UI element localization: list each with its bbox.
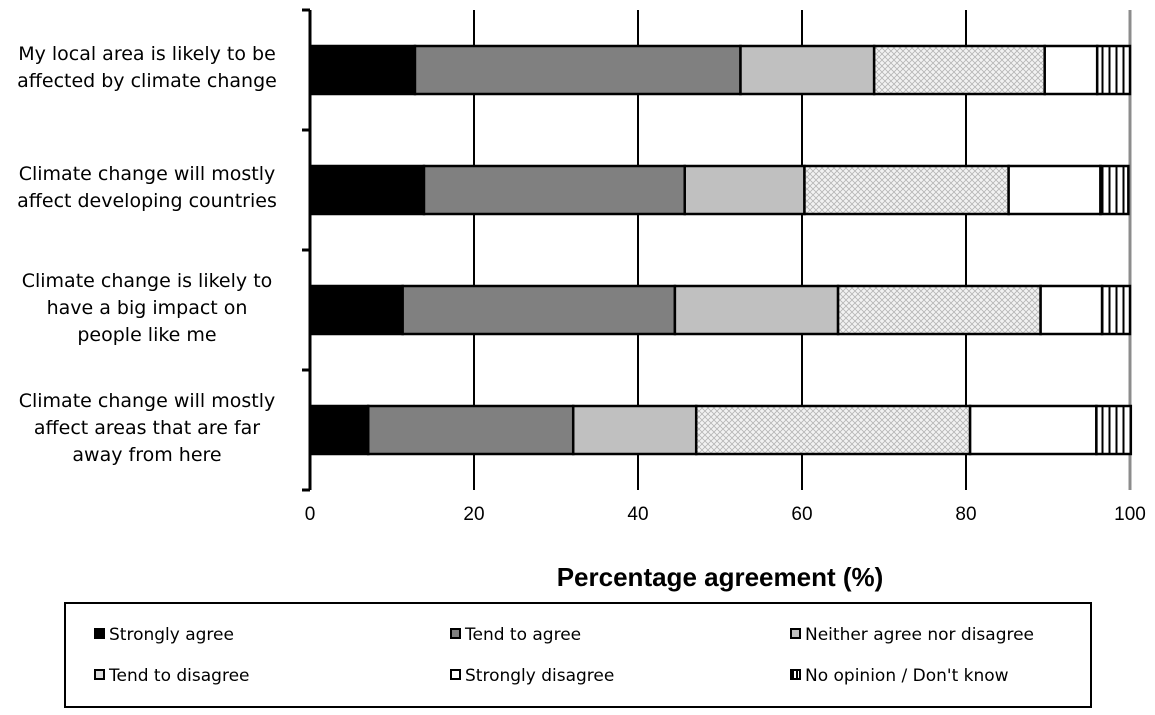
x-tick-label: 60 — [791, 504, 812, 525]
legend-item: Tend to agree — [450, 625, 581, 645]
legend-item: Tend to disagree — [94, 666, 250, 686]
bar-segment — [401, 284, 677, 336]
legend-item: Strongly agree — [94, 625, 234, 645]
legend-label: No opinion / Don't know — [805, 666, 1009, 686]
bar-segment — [308, 284, 404, 336]
bar-segment — [1099, 164, 1130, 216]
bar-segment — [872, 44, 1046, 96]
legend-swatch — [450, 627, 461, 639]
bar-segment — [366, 404, 575, 456]
x-tick-label: 40 — [627, 504, 648, 525]
bar-segment — [673, 284, 840, 336]
bar-segment — [739, 44, 876, 96]
bar-segment — [308, 164, 426, 216]
x-axis-label: Percentage agreement (%) — [557, 562, 884, 592]
bar-segment — [968, 404, 1098, 456]
bar-segment — [694, 404, 972, 456]
bar-segment — [683, 164, 806, 216]
x-tick-label: 80 — [955, 504, 976, 525]
category-label: My local area is likely to be affected b… — [17, 43, 277, 92]
bar-segment — [1095, 44, 1132, 96]
bar-segment — [571, 404, 698, 456]
legend-label: Tend to agree — [465, 625, 582, 645]
stacked-bar-chart: 0 20 40 60 80 100 Percentage agreement (%) — [302, 8, 1146, 592]
bar-segment — [308, 404, 370, 456]
bar-segment — [1043, 44, 1099, 96]
x-tick-label: 100 — [1114, 504, 1146, 525]
bar-segment — [1039, 284, 1104, 336]
legend-swatch — [790, 668, 801, 680]
legend-label: Tend to disagree — [109, 666, 250, 686]
bar-segment — [1007, 164, 1102, 216]
legend-swatch — [790, 627, 801, 639]
legend-item: No opinion / Don't know — [790, 666, 1009, 686]
bar-segment — [803, 164, 1010, 216]
legend-item: Neither agree nor disagree — [790, 625, 1034, 645]
legend: Strongly agree Tend to agree Neither agree… — [64, 602, 1092, 708]
bar-segment — [413, 44, 742, 96]
x-tick-label: 0 — [305, 504, 316, 525]
axes — [302, 8, 312, 492]
legend-item: Strongly disagree — [450, 666, 614, 686]
bar-segment — [1100, 284, 1132, 336]
legend-swatch — [94, 627, 105, 639]
bar-segment — [1095, 404, 1133, 456]
tick-labels: 0 20 40 60 80 100 — [305, 504, 1146, 525]
bar-segment — [836, 284, 1042, 336]
bar-segment — [422, 164, 686, 216]
bar-segment — [308, 44, 417, 96]
legend-label: Neither agree nor disagree — [805, 625, 1035, 645]
category-label: Climate change will mostly affect areas … — [18, 389, 276, 466]
legend-swatch — [450, 668, 461, 680]
legend-label: Strongly disagree — [465, 666, 615, 686]
category-label: Climate change is likely to have a big i… — [21, 269, 273, 346]
legend-label: Strongly agree — [109, 625, 234, 645]
x-tick-label: 20 — [463, 504, 484, 525]
bars — [308, 44, 1133, 456]
category-label: Climate change will mostly affect develo… — [17, 163, 277, 212]
legend-swatch — [94, 668, 105, 680]
